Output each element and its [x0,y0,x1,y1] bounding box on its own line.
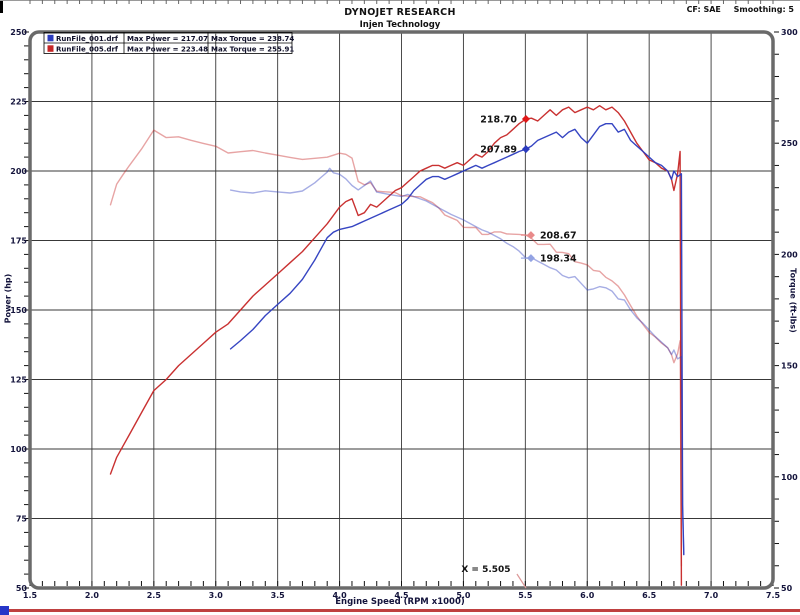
cursor-pointer-line [516,573,527,589]
tick-labels: 1.5 2.0 2.5 3.0 3.5 4.0 4.5 5.0 5.5 6.0 6.5 7.0 7.5 2… [10,28,798,600]
chart-title: DYNOJET RESEARCH [344,7,456,18]
smoothing-label: Smoothing: 5 [733,5,794,14]
x-tick-label: 4.5 [394,591,409,600]
annotation-value-label: 218.70 [480,115,517,126]
correction-smoothing-status: CF: SAE Smoothing: 5 [677,5,794,14]
legend-max-torque: Max Torque = 238.74 [211,35,294,43]
legend-max-power: Max Power = 223.48 [127,45,208,53]
cursor-readout: X = 5.505 [461,565,527,589]
bottom-left-chip [0,606,9,615]
top-tick-strip [0,0,800,4]
cursor-x-label: X = 5.505 [461,565,510,575]
y-left-tick-label: 100 [10,445,27,454]
y-right-tick-label: 150 [781,362,798,371]
legend-max-torque: Max Torque = 255.91 [211,45,294,53]
annotation-value-label: 208.67 [540,231,577,242]
legend-run-file: RunFile_001.drf [56,35,119,43]
annotation-power-blue: 207.89 [480,145,530,156]
y-right-tick-label: 50 [781,584,793,593]
y-left-tick-label: 225 [10,98,27,107]
run-legend: RunFile_001.drf Max Power = 217.07 Max Tor… [43,32,294,54]
annotation-diamond-marker [526,231,535,240]
bottom-window-edge [0,609,800,612]
curve-runfile-001-torque-ft-lbs- [229,167,685,556]
curve-runfile-005-power-hp- [109,104,683,586]
correction-factor-label: CF: SAE [686,5,721,14]
legend-run-swatch [47,34,54,42]
annotation-value-label: 198.34 [540,254,577,265]
axis-ticks [24,31,779,589]
x-tick-label: 7.5 [766,591,781,600]
x-tick-label: 3.5 [271,591,286,600]
legend-max-power: Max Power = 217.07 [127,35,208,43]
x-axis-title: Engine Speed (RPM x1000) [335,597,465,607]
grid [30,32,773,588]
x-tick-label: 4.0 [332,591,347,600]
legend-run-swatch [47,45,54,52]
legend-run-file: RunFile_005.drf [56,45,119,53]
annotation-diamond-marker [521,145,530,154]
y-left-tick-label: 150 [10,306,27,315]
x-tick-label: 2.0 [85,591,100,600]
y-axis-title-torque: Torque (ft-lbs) [788,268,798,333]
curve-runfile-001-power-hp- [229,122,685,556]
y-left-tick-label: 175 [10,237,27,246]
y-left-tick-label: 75 [16,515,28,524]
annotation-value-label: 207.89 [480,145,517,156]
x-tick-label: 1.5 [23,591,38,600]
x-tick-label: 5.5 [518,591,533,600]
annotation-diamond-marker [526,254,535,263]
y-left-tick-label: 125 [10,376,27,385]
x-tick-label: 6.5 [642,591,657,600]
y-right-tick-label: 200 [781,250,798,259]
annotation-power-red: 218.70 [480,115,530,126]
y-axis-title-power: Power (hp) [3,273,13,324]
annotation-diamond-marker [521,115,530,124]
x-tick-label: 3.0 [209,591,224,600]
x-tick-label: 5.0 [456,591,471,600]
x-tick-label: 2.5 [147,591,162,600]
window-corner-mark [0,0,3,13]
y-right-tick-label: 250 [781,139,798,148]
x-tick-label: 7.0 [704,591,719,600]
y-right-tick-label: 100 [781,473,798,482]
annotation-torque-blue: 198.34 [520,254,577,265]
curve-runfile-005-torque-ft-lbs- [109,129,683,567]
y-right-tick-label: 300 [781,28,798,37]
x-tick-label: 6.0 [580,591,595,600]
y-left-tick-label: 200 [10,167,27,176]
chart-subtitle: Injen Technology [359,20,441,30]
annotation-torque-red: 208.67 [520,231,577,242]
series-group [109,104,685,586]
plot-frame [28,30,775,590]
y-left-tick-label: 50 [16,584,28,593]
y-left-tick-label: 250 [10,28,27,37]
